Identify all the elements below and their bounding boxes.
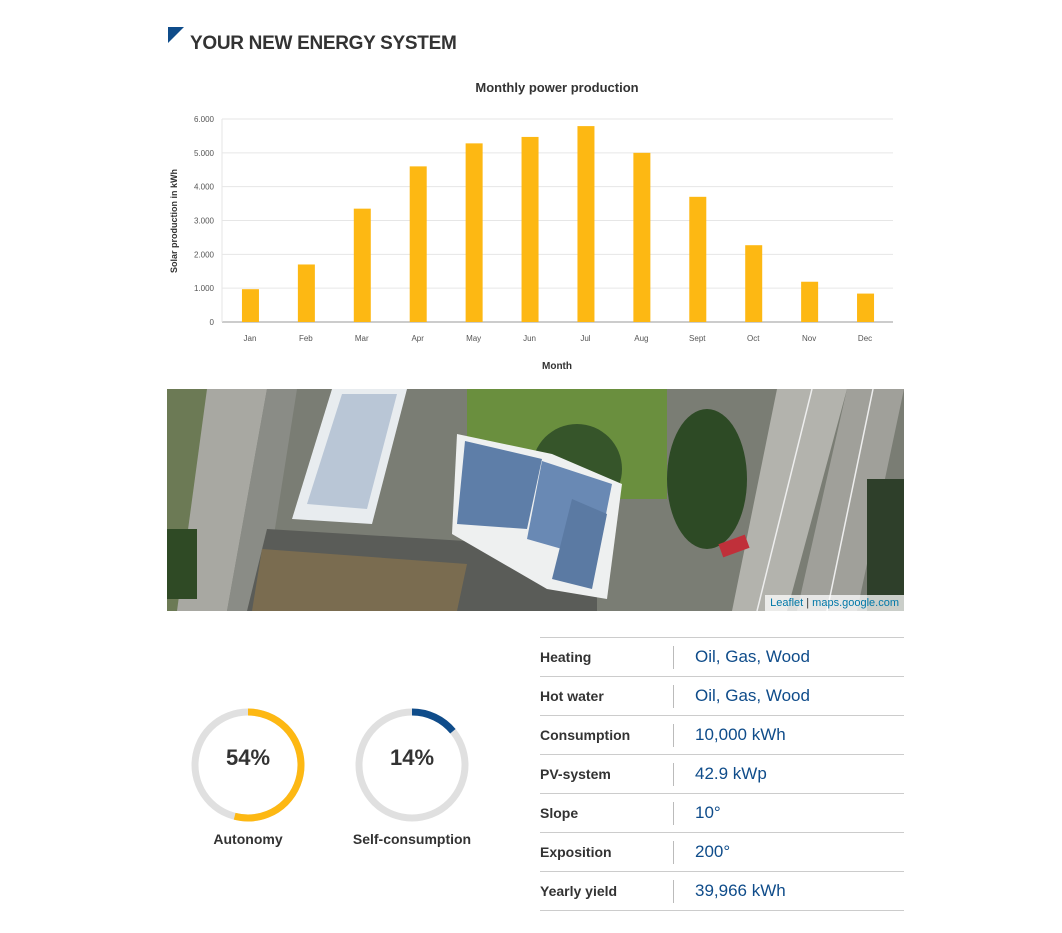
- x-tick-label: May: [466, 334, 481, 343]
- attribution-separator: |: [806, 597, 810, 609]
- autonomy-value: 54%: [225, 745, 271, 770]
- x-axis-label: Month: [542, 361, 572, 372]
- aerial-map[interactable]: Leaflet | maps.google.com: [167, 389, 904, 611]
- x-tick-label: Aug: [634, 334, 648, 343]
- autonomy-label: Autonomy: [213, 831, 283, 847]
- spec-value: 10°: [674, 793, 904, 833]
- spec-key: Heating: [540, 637, 674, 677]
- y-tick-label: 1.000: [194, 284, 215, 293]
- spec-key: Slope: [540, 793, 674, 833]
- self-consumption-value: 14%: [389, 745, 435, 770]
- spec-value: 10,000 kWh: [674, 715, 904, 755]
- spec-key: Yearly yield: [540, 871, 674, 911]
- x-tick-label: Dec: [858, 334, 872, 343]
- aerial-image: [167, 389, 904, 611]
- self-consumption-label: Self-consumption: [352, 831, 472, 847]
- x-tick-label: Sept: [689, 334, 706, 343]
- y-tick-label: 0: [210, 318, 215, 327]
- leaflet-link[interactable]: Leaflet: [770, 597, 804, 609]
- bar-dec: [857, 293, 875, 322]
- spec-row: Consumption 10,000 kWh: [540, 715, 904, 755]
- spec-key: Exposition: [540, 832, 674, 872]
- system-specs-table: Heating Oil, Gas, Wood Hot water Oil, Gas, …: [540, 637, 904, 911]
- bar-jun: [521, 136, 539, 322]
- spec-row: Slope 10°: [540, 793, 904, 833]
- x-tick-label: Oct: [747, 334, 760, 343]
- y-axis-label: Solar production in kWh: [169, 169, 179, 273]
- spec-value: Oil, Gas, Wood: [674, 676, 904, 716]
- spec-row: Hot water Oil, Gas, Wood: [540, 676, 904, 716]
- google-maps-link[interactable]: maps.google.com: [812, 597, 899, 609]
- spec-value: 39,966 kWh: [674, 871, 904, 911]
- self-consumption-gauge: 14% Self-consumption: [347, 700, 477, 847]
- page-title: YOUR NEW ENERGY SYSTEM: [190, 33, 457, 54]
- x-tick-label: Jun: [523, 334, 536, 343]
- spec-key: PV-system: [540, 754, 674, 794]
- spec-row: Yearly yield 39,966 kWh: [540, 871, 904, 911]
- spec-value: Oil, Gas, Wood: [674, 637, 904, 677]
- spec-value: 42.9 kWp: [674, 754, 904, 794]
- x-tick-label: Mar: [355, 334, 369, 343]
- bar-apr: [409, 166, 427, 322]
- x-tick-label: Apr: [411, 334, 424, 343]
- spec-row: PV-system 42.9 kWp: [540, 754, 904, 794]
- spec-value: 200°: [674, 832, 904, 872]
- y-tick-label: 6.000: [194, 115, 215, 124]
- bar-sept: [689, 196, 707, 322]
- y-tick-label: 2.000: [194, 250, 215, 259]
- bar-mar: [353, 208, 371, 322]
- monthly-production-chart: Monthly power production 0 1.000 2.000 3.00…: [169, 80, 893, 372]
- x-tick-label: Feb: [299, 334, 313, 343]
- autonomy-gauge: 54% Autonomy: [183, 700, 313, 847]
- x-tick-label: Nov: [802, 334, 816, 343]
- autonomy-ring: [191, 708, 305, 822]
- y-tick-label: 4.000: [194, 183, 215, 192]
- spec-key: Consumption: [540, 715, 674, 755]
- gauge-fill: [355, 708, 469, 822]
- bar-oct: [745, 245, 763, 322]
- spec-row: Exposition 200°: [540, 832, 904, 872]
- bar-feb: [297, 264, 315, 322]
- corner-accent-icon: [168, 27, 184, 43]
- bar-jan: [241, 289, 259, 322]
- bar-aug: [633, 152, 651, 322]
- bar-nov: [801, 281, 819, 322]
- self-consumption-ring: [355, 708, 469, 822]
- map-attribution: Leaflet | maps.google.com: [765, 595, 904, 611]
- chart-title: Monthly power production: [475, 80, 638, 95]
- x-tick-label: Jul: [580, 334, 590, 343]
- y-tick-label: 5.000: [194, 149, 215, 158]
- x-tick-label: Jan: [244, 334, 257, 343]
- y-tick-label: 3.000: [194, 217, 215, 226]
- bar-may: [465, 143, 483, 322]
- gauge-fill: [191, 708, 305, 822]
- spec-row: Heating Oil, Gas, Wood: [540, 637, 904, 677]
- spec-key: Hot water: [540, 676, 674, 716]
- bar-jul: [577, 126, 595, 322]
